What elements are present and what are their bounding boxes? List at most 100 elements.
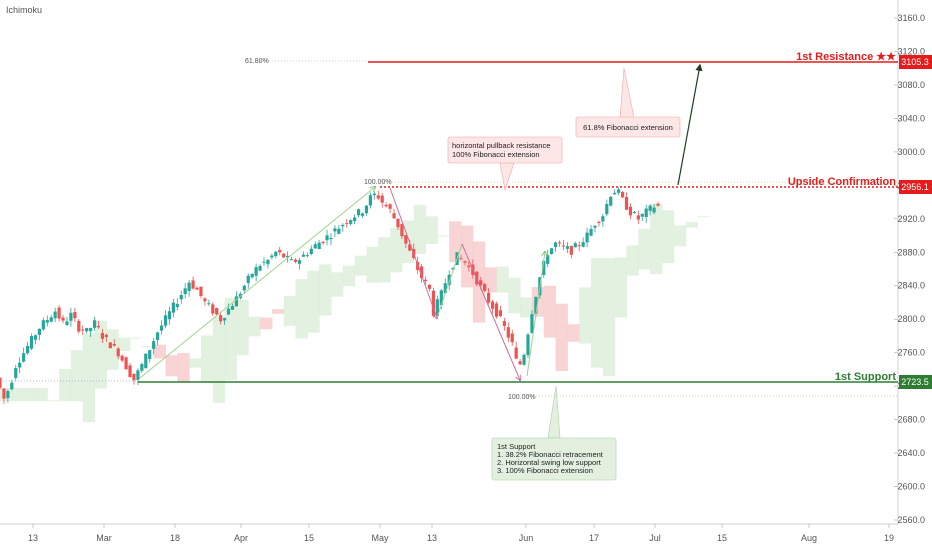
x-tick-label: 19 <box>884 533 894 543</box>
cloud-segment <box>390 228 403 273</box>
cloud-segment <box>520 297 533 318</box>
cloud-segment <box>366 246 379 283</box>
upside-label: Upside Confirmation <box>788 176 896 188</box>
candle-body <box>550 248 554 255</box>
candle-body <box>73 312 77 319</box>
candle-body <box>250 273 254 278</box>
candle-body <box>498 310 503 316</box>
candle-body <box>317 242 321 250</box>
candle-body <box>199 286 203 297</box>
candle-body <box>439 290 443 306</box>
candle-body <box>486 292 491 303</box>
candle-body <box>45 320 49 323</box>
x-tick-label: 17 <box>589 533 599 543</box>
cloud-segment <box>47 400 60 402</box>
pullback-callout: horizontal pullback resistance 100% Fibo… <box>447 136 563 191</box>
candle-body <box>546 255 550 264</box>
candle-body <box>22 353 26 362</box>
cloud-segment <box>94 320 107 389</box>
candle-body <box>585 232 589 243</box>
candle-body <box>33 335 38 340</box>
candle-body <box>506 327 510 338</box>
candle-body <box>561 245 566 247</box>
candle-body <box>226 308 231 315</box>
candle-body <box>230 306 235 310</box>
candle-body <box>337 228 341 234</box>
cloud-segment <box>449 221 462 263</box>
candle-body <box>360 213 365 216</box>
candle-body <box>148 350 152 360</box>
cloud-segment <box>236 299 249 356</box>
cloud-segment <box>260 317 273 330</box>
candle-body <box>483 284 487 291</box>
candle-body <box>293 259 298 262</box>
support1-tag <box>899 375 932 389</box>
cloud-segment <box>295 279 308 339</box>
candle-body <box>297 260 302 264</box>
ext-callout: 61.8% Fibonacci extension <box>575 67 681 138</box>
candle-body <box>601 216 605 222</box>
candle-body <box>274 251 278 257</box>
resistance1-label: 1st Resistance ★★ <box>796 51 896 63</box>
cloud-segment <box>472 241 486 323</box>
candle-body <box>278 249 282 253</box>
candle-body <box>132 373 136 381</box>
swing-up-arrow-2 <box>526 252 545 377</box>
candle-body <box>427 284 432 289</box>
cloud-segment <box>661 210 675 264</box>
candle-body <box>443 283 447 294</box>
cloud-segment <box>342 265 356 287</box>
cloud-segment <box>200 335 214 383</box>
x-tick-label: 13 <box>427 533 437 543</box>
candle-body <box>309 248 313 255</box>
cloud-segment <box>591 258 604 368</box>
candle-body <box>400 223 404 237</box>
candle-body <box>167 311 172 320</box>
cloud-segment <box>401 220 415 264</box>
candle-body <box>286 255 290 258</box>
candle-body <box>372 193 376 196</box>
candle-body <box>384 204 388 207</box>
cloud-segment <box>35 387 48 402</box>
candle-body <box>25 345 30 354</box>
candle-body <box>632 211 636 213</box>
x-tick-label: Jun <box>519 533 534 543</box>
cloud-segment <box>508 277 521 314</box>
candle-body <box>195 287 199 290</box>
candle-body <box>557 242 562 244</box>
candle-body <box>565 246 570 249</box>
cloud-segment <box>212 316 226 403</box>
candle-body <box>266 259 270 265</box>
cloud-segment <box>650 203 663 275</box>
candle-body <box>514 347 518 359</box>
candle-body <box>423 279 428 282</box>
x-tick-label: Apr <box>234 533 248 543</box>
cloud-segment <box>437 235 450 237</box>
candle-body <box>69 312 73 321</box>
cloud-segment <box>413 205 427 254</box>
candle-body <box>368 195 372 206</box>
candle-body <box>187 282 191 291</box>
candle-body <box>179 295 183 300</box>
swing-up-arrow-3 <box>436 243 463 319</box>
candle-body <box>605 204 609 215</box>
cloud-segment <box>130 337 143 339</box>
cloud-segment <box>141 345 155 347</box>
cloud-segment <box>673 225 687 247</box>
cloud-segment <box>189 358 202 368</box>
candle-body <box>305 255 309 257</box>
fib-618-label: 61.80% <box>245 58 269 65</box>
upside-tag <box>899 180 932 194</box>
candle-body <box>467 265 471 268</box>
cloud-segment <box>484 267 497 293</box>
candle-body <box>490 301 495 309</box>
cloud-segment <box>248 316 261 337</box>
cloud-segment <box>638 228 651 270</box>
candle-body <box>289 259 294 261</box>
y-tick-label: 2800.0 <box>897 314 925 324</box>
cloud-segment <box>177 353 190 383</box>
candle-body <box>459 258 463 260</box>
target-arrow <box>677 63 703 186</box>
support1-label: 1st Support <box>835 371 896 383</box>
